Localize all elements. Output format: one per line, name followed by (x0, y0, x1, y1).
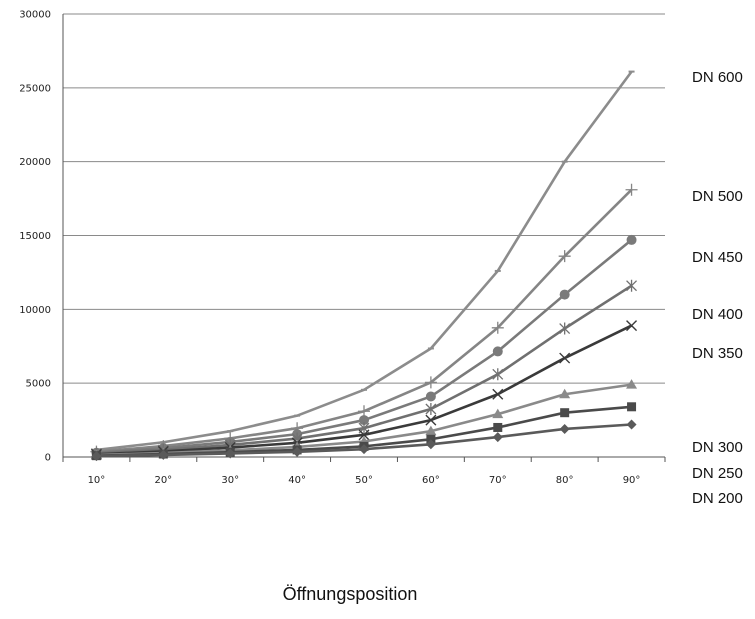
data-point (158, 449, 169, 460)
data-point (425, 425, 437, 436)
series-line (96, 70, 633, 452)
legend-entry: DN 300 (692, 439, 743, 456)
x-tick-label: 30° (221, 475, 239, 486)
y-axis-ticks: 0 5000 10000 15000 20000 25000 30000 (19, 10, 51, 464)
legend-entry: DN 450 (692, 249, 743, 266)
legend-entry: DN 250 (692, 465, 743, 482)
x-axis-title: Öffnungsposition (283, 584, 418, 604)
data-point (492, 388, 504, 400)
data-point (359, 415, 369, 426)
data-point (627, 402, 637, 412)
data-point (626, 419, 637, 430)
data-point (493, 422, 503, 432)
y-tick-label: 30000 (19, 10, 51, 21)
data-point (424, 376, 437, 389)
data-point (492, 346, 503, 357)
legend-entry: DN 200 (692, 490, 743, 507)
x-tick-label: 70° (489, 475, 507, 486)
data-point (626, 234, 637, 245)
data-point (558, 250, 571, 263)
data-point (492, 368, 504, 381)
data-point (559, 388, 571, 399)
x-tick-label: 50° (355, 475, 373, 486)
legend-entry: DN 350 (692, 345, 743, 362)
data-point (91, 451, 102, 462)
data-point (559, 423, 570, 434)
legend-entry: DN 400 (692, 306, 743, 323)
x-tick-label: 90° (623, 475, 641, 486)
x-axis-ticks: 10° 20° 30° 40° 50° 60° 70° 80° 90° (88, 475, 641, 486)
x-tick-label: 40° (288, 475, 306, 486)
data-point (425, 439, 436, 450)
data-point (559, 352, 571, 364)
y-tick-label: 10000 (19, 305, 51, 316)
data-point (626, 379, 638, 389)
x-tick-label: 80° (556, 475, 574, 486)
x-tick-label: 10° (88, 475, 106, 486)
data-point (425, 391, 436, 402)
data-point (491, 321, 504, 334)
y-tick-label: 20000 (19, 157, 51, 168)
data-point (626, 279, 638, 292)
data-point (626, 320, 638, 332)
data-point (559, 322, 571, 335)
legend: DN 200 DN 250 DN 300 DN 350 DN 400 DN 450 DN 5… (692, 69, 743, 507)
data-point (492, 432, 503, 443)
series-dn-600 (93, 70, 635, 452)
gridlines (63, 13, 665, 384)
data-point (560, 408, 570, 418)
y-tick-label: 0 (45, 453, 51, 464)
x-tick-label: 60° (422, 475, 440, 486)
y-tick-label: 5000 (26, 379, 51, 390)
y-tick-label: 15000 (19, 231, 51, 242)
data-point (492, 408, 504, 419)
data-point (358, 429, 370, 441)
series-dn-200 (91, 419, 637, 462)
legend-entry: DN 600 (692, 69, 743, 86)
series-group (90, 70, 638, 462)
data-point (425, 403, 437, 416)
data-point (425, 414, 437, 426)
data-point (559, 289, 570, 300)
y-tick-label: 25000 (19, 83, 51, 94)
data-point (292, 446, 303, 457)
axes (62, 14, 666, 462)
x-tick-label: 20° (154, 475, 172, 486)
data-point (625, 183, 638, 196)
data-point (359, 444, 369, 455)
series-dn-400 (90, 279, 638, 460)
data-point (225, 448, 236, 459)
data-point (426, 434, 436, 444)
legend-entry: DN 500 (692, 188, 743, 205)
